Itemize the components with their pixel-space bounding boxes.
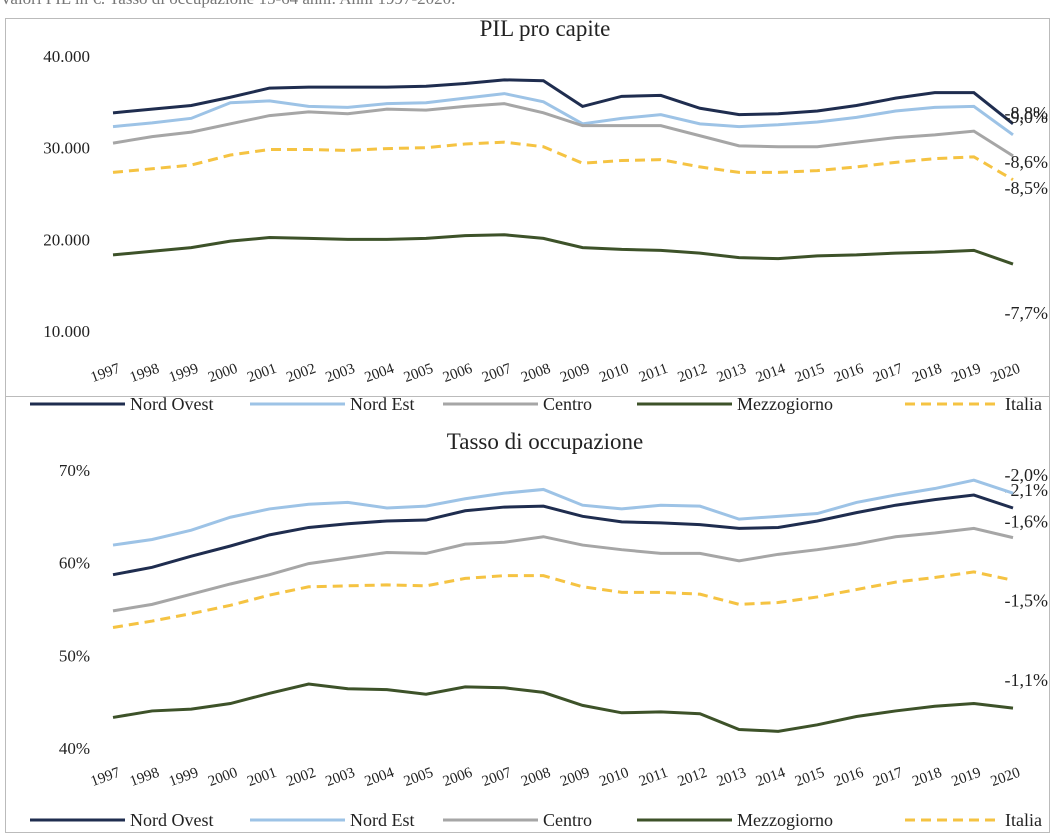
x-tick-label: 2001 (245, 765, 279, 790)
x-tick-label: 2018 (910, 765, 944, 790)
series-line (112, 682, 1014, 733)
end-label: -1,1% (1005, 670, 1049, 690)
end-label: -9,0% (1005, 107, 1049, 127)
x-tick-label: 2005 (402, 765, 436, 790)
end-label: -1,6% (1005, 512, 1049, 532)
end-label: -8,6% (1005, 152, 1049, 172)
x-tick-label: 2001 (245, 361, 279, 386)
x-tick-label: 2003 (323, 765, 357, 790)
x-tick-label: 2016 (832, 361, 866, 386)
x-tick-label: 2019 (950, 765, 984, 790)
series-line (112, 233, 1014, 266)
x-tick-label: 2003 (323, 361, 357, 386)
end-label: -2,1% (1005, 480, 1049, 500)
y-tick-label: 60% (59, 554, 90, 573)
x-tick-label: 1999 (167, 765, 201, 790)
legend-label: Nord Est (350, 394, 415, 414)
x-tick-label: 2010 (597, 765, 631, 790)
x-tick-label: 2017 (871, 765, 905, 790)
x-tick-label: 2014 (754, 765, 788, 790)
x-tick-label: 1998 (128, 361, 162, 386)
legend-label: Nord Ovest (130, 810, 214, 830)
caption: Valori PIL in €. Tasso di occupazione 15… (0, 0, 455, 8)
x-tick-label: 2007 (480, 361, 514, 386)
x-tick-label: 2002 (284, 361, 318, 386)
x-tick-label: 2000 (206, 361, 240, 386)
x-tick-label: 2007 (480, 765, 514, 790)
legend-label: Mezzogiorno (737, 810, 833, 830)
x-tick-label: 2012 (676, 361, 710, 386)
series-line (112, 102, 1014, 158)
series-line (112, 92, 1014, 137)
y-tick-label: 40.000 (43, 47, 90, 66)
x-tick-label: 2009 (558, 765, 592, 790)
x-tick-label: 2004 (363, 765, 397, 790)
y-tick-label: 30.000 (43, 139, 90, 158)
x-tick-label: 1998 (128, 765, 162, 790)
x-tick-label: 2010 (597, 361, 631, 386)
end-label: -8,8% (1005, 103, 1049, 123)
x-tick-label: 2008 (519, 361, 553, 386)
x-tick-label: 2012 (676, 765, 710, 790)
x-tick-label: 2020 (989, 765, 1023, 790)
chart-title: Tasso di occupazione (447, 429, 643, 454)
x-tick-label: 2000 (206, 765, 240, 790)
x-tick-label: 2002 (284, 765, 318, 790)
x-tick-label: 2013 (715, 765, 749, 790)
x-tick-label: 2015 (793, 765, 827, 790)
x-tick-label: 2009 (558, 361, 592, 386)
x-tick-label: 2020 (989, 361, 1023, 386)
y-tick-label: 20.000 (43, 230, 90, 249)
x-tick-label: 2018 (910, 361, 944, 386)
x-tick-label: 2019 (950, 361, 984, 386)
legend-label: Centro (543, 810, 592, 830)
series-line (112, 570, 1014, 630)
x-tick-label: 2016 (832, 765, 866, 790)
legend-label: Italia (1005, 394, 1042, 414)
y-tick-label: 50% (59, 646, 90, 665)
x-tick-label: 1999 (167, 361, 201, 386)
series-line (112, 493, 1014, 577)
x-tick-label: 2008 (519, 765, 553, 790)
series-line (112, 140, 1014, 182)
x-tick-label: 2005 (402, 361, 436, 386)
x-tick-label: 2006 (441, 765, 475, 790)
legend-label: Nord Est (350, 810, 415, 830)
x-tick-label: 2013 (715, 361, 749, 386)
chart-frame (5, 18, 1050, 397)
end-label: -7,7% (1005, 303, 1049, 323)
y-tick-label: 10.000 (43, 322, 90, 341)
end-label: -8,5% (1005, 178, 1049, 198)
legend-label: Italia (1005, 810, 1042, 830)
x-tick-label: 2004 (363, 361, 397, 386)
y-tick-label: 40% (59, 739, 90, 758)
x-tick-label: 2014 (754, 361, 788, 386)
legend-label: Nord Ovest (130, 394, 214, 414)
x-tick-label: 1997 (89, 361, 123, 386)
x-tick-label: 1997 (89, 765, 123, 790)
x-tick-label: 2011 (637, 361, 670, 386)
end-label: -2,0% (1005, 465, 1049, 485)
x-tick-label: 2015 (793, 361, 827, 386)
chart-frame (5, 396, 1050, 833)
x-tick-label: 2017 (871, 361, 905, 386)
x-tick-label: 2006 (441, 361, 475, 386)
legend-label: Mezzogiorno (737, 394, 833, 414)
series-line (112, 78, 1014, 126)
x-tick-label: 2011 (637, 765, 670, 790)
chart-title: PIL pro capite (480, 16, 611, 41)
series-line (112, 526, 1014, 613)
legend-label: Centro (543, 394, 592, 414)
end-label: -1,5% (1005, 590, 1049, 610)
y-tick-label: 70% (59, 461, 90, 480)
series-line (112, 478, 1014, 547)
